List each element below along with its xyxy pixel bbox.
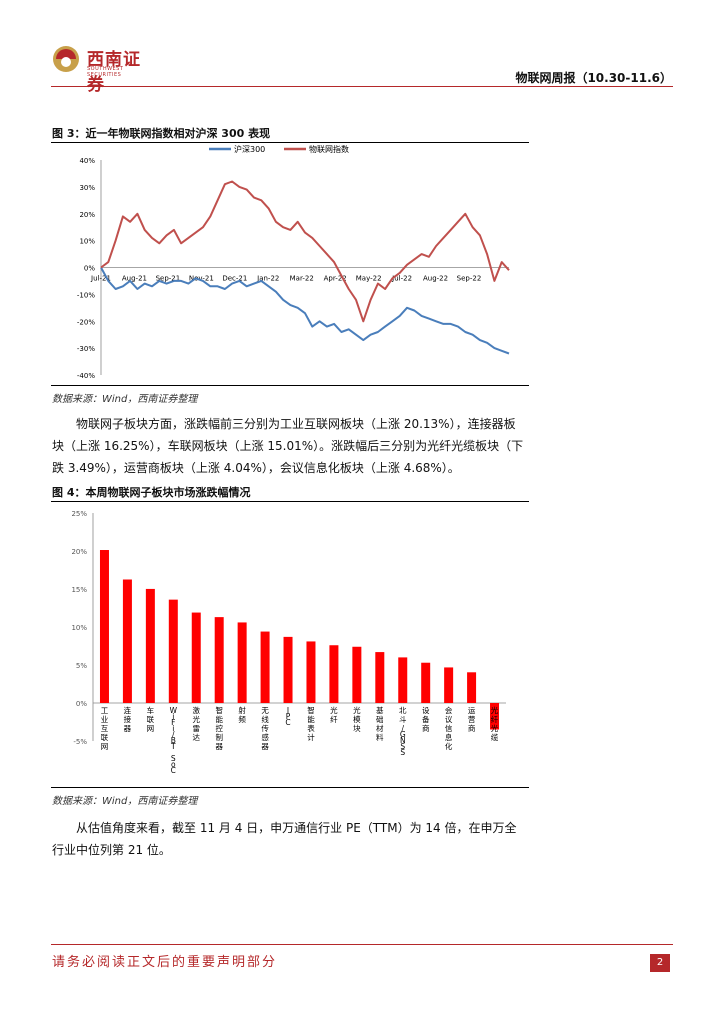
legend-label: 沪深300 <box>234 144 265 154</box>
x-tick-label: Dec-21 <box>222 275 247 283</box>
y-tick-label: -20% <box>77 318 95 326</box>
category-label: 会议信息化 <box>445 705 453 751</box>
y-tick-label: 10% <box>71 624 87 632</box>
category-label: 射频 <box>238 705 246 724</box>
category-label: 智能表计 <box>307 705 315 742</box>
figure3-title: 图 3：近一年物联网指数相对沪深 300 表现 <box>52 127 271 140</box>
category-label: 无线传感器 <box>261 706 269 751</box>
bar-6 <box>237 622 247 703</box>
x-tick-label: Apr-22 <box>324 275 347 283</box>
bar-16 <box>467 672 477 703</box>
y-tick-label: 10% <box>79 238 95 246</box>
y-tick-label: 30% <box>79 184 95 192</box>
x-tick-label: Aug-21 <box>122 275 147 283</box>
page-number: 2 <box>650 954 670 972</box>
x-tick-label: Aug-22 <box>423 275 448 283</box>
bar-12 <box>375 652 385 703</box>
figure3-source: 数据来源：Wind，西南证券整理 <box>52 394 198 405</box>
category-label: 北斗/G N S S <box>399 706 407 757</box>
y-tick-label: -30% <box>77 345 95 353</box>
bar-17 <box>490 703 500 730</box>
bar-0 <box>99 550 109 703</box>
category-label: 工业互联网 <box>101 706 109 751</box>
y-tick-label: 25% <box>71 510 87 518</box>
x-tick-label: Jul-22 <box>391 275 412 283</box>
y-tick-label: 0% <box>76 700 87 708</box>
bar-1 <box>122 579 132 703</box>
y-tick-label: 20% <box>71 548 87 556</box>
logo-name: 西南证券 <box>87 50 141 95</box>
series-line-1 <box>100 180 510 323</box>
logo-emblem-icon <box>53 46 79 72</box>
figure4-source: 数据来源：Wind，西南证券整理 <box>52 796 198 807</box>
x-tick-label: Jul-21 <box>90 275 111 283</box>
y-tick-label: 15% <box>71 586 87 594</box>
bar-13 <box>398 657 408 703</box>
category-label: 光纤光缆 <box>491 705 499 742</box>
y-tick-label: 0% <box>84 265 95 273</box>
bar-5 <box>214 617 224 703</box>
y-tick-label: 20% <box>79 211 95 219</box>
bar-14 <box>421 662 431 703</box>
logo-subtitle: SOUTHWEST SECURITIES <box>87 66 124 78</box>
y-tick-label: -10% <box>77 291 95 299</box>
y-tick-label: -40% <box>77 372 95 380</box>
category-label: 智能控制器 <box>215 705 223 751</box>
footer-rule <box>51 944 673 945</box>
x-tick-label: Jan-22 <box>256 275 279 283</box>
bar-2 <box>145 588 155 703</box>
category-label: 基础材料 <box>376 705 384 742</box>
figure3-top-rule <box>51 142 529 143</box>
legend-label: 物联网指数 <box>309 144 349 154</box>
x-tick-label: Nov-21 <box>189 275 214 283</box>
category-label: 车联网 <box>147 705 155 733</box>
figure4-top-rule <box>51 501 529 502</box>
header-rule <box>51 86 673 87</box>
series-line-0 <box>100 267 510 355</box>
bar-7 <box>260 631 270 703</box>
bar-9 <box>306 641 316 703</box>
figure4-bottom-rule <box>51 787 529 788</box>
y-tick-label: 40% <box>79 157 95 165</box>
bar-8 <box>283 636 293 703</box>
category-label: 光模块 <box>353 705 361 733</box>
y-tick-label: 5% <box>76 662 87 670</box>
x-tick-label: Sep-21 <box>156 275 181 283</box>
category-label: 光纤 <box>330 705 338 724</box>
bar-4 <box>191 612 201 703</box>
report-title: 物联网周报（10.30-11.6） <box>515 71 672 85</box>
x-tick-label: Sep-22 <box>457 275 482 283</box>
bar-11 <box>352 646 362 703</box>
paragraph-subsector-performance: 物联网子板块方面，涨跌幅前三分别为工业互联网板块（上涨 20.13%），连接器板… <box>52 417 524 475</box>
x-tick-label: May-22 <box>356 275 382 283</box>
figure3-bottom-rule <box>51 385 529 386</box>
category-label: 运营商 <box>468 706 476 733</box>
category-label: 激光雷达 <box>193 705 201 742</box>
figure4-title: 图 4：本周物联网子板块市场涨跌幅情况 <box>52 486 251 499</box>
y-tick-label: -5% <box>73 738 87 746</box>
figure3-line-chart: 40% 30% 20% 10% 0% -10% -20% -30% -40% Jul-21 Aug-… <box>77 144 510 380</box>
bar-10 <box>329 645 339 703</box>
brand-logo: 西南证券 SOUTHWEST SECURITIES <box>51 42 151 95</box>
footer-disclaimer: 请务必阅读正文后的重要声明部分 <box>52 955 278 970</box>
bar-3 <box>168 599 178 703</box>
category-label: 连接器 <box>124 705 132 733</box>
x-tick-label: Mar-22 <box>290 275 314 283</box>
category-label: 设备商 <box>422 705 430 733</box>
bar-15 <box>444 667 454 703</box>
paragraph-valuation: 从估值角度来看，截至 11 月 4 日，申万通信行业 PE（TTM）为 14 倍… <box>52 821 517 857</box>
